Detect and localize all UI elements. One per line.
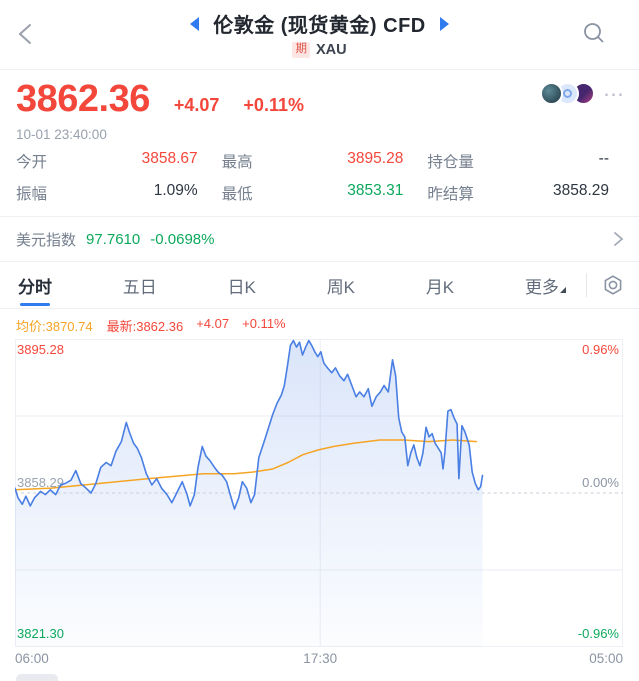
title-block: 伦敦金 (现货黄金) CFD 期 XAU <box>0 9 639 58</box>
chart-xaxis: 06:00 17:30 05:00 <box>15 647 623 671</box>
price-change-pct: +0.11% <box>243 95 304 115</box>
avatar <box>540 82 563 105</box>
tab-5day[interactable]: 五日 <box>122 277 157 297</box>
xaxis-label-end: 05:00 <box>589 651 623 666</box>
tab-weekly[interactable]: 周K <box>326 277 356 297</box>
page-title: 伦敦金 (现货黄金) CFD <box>213 15 426 37</box>
viewer-avatars[interactable] <box>540 82 595 105</box>
stat-prev-settle: 昨结算 3858.29 <box>427 182 609 203</box>
symbol-code: XAU <box>315 42 347 58</box>
yaxis-mid-pct: 0.00% <box>582 475 619 490</box>
divider <box>586 273 587 297</box>
search-icon[interactable] <box>581 20 607 46</box>
yaxis-bottom-price: 3821.30 <box>17 626 64 641</box>
divider <box>0 216 639 217</box>
chart-legend: 均价:3870.74 最新:3862.36 +4.07 +0.11% <box>0 309 639 339</box>
legend-latest: 最新:3862.36 +4.07 +0.11% <box>106 316 286 334</box>
stat-open-interest: 持仓量 -- <box>427 150 609 171</box>
stat-low: 最低 3853.31 <box>221 182 404 203</box>
chart-settings-icon[interactable] <box>601 273 625 297</box>
xaxis-label-mid: 17:30 <box>303 651 338 666</box>
dropdown-corner-icon <box>559 286 566 293</box>
legend-avg: 均价:3870.74 <box>16 319 93 334</box>
bottom-toolbar-pill[interactable] <box>16 674 58 681</box>
stat-high: 最高 3895.28 <box>221 150 404 171</box>
intraday-chart[interactable]: 3858.29 3895.28 0.96% 0.00% 3821.30 -0.9… <box>15 339 623 647</box>
chart-canvas[interactable] <box>15 339 623 647</box>
yaxis-mid-price: 3858.29 <box>17 475 64 490</box>
stats-grid: 今开 3858.67 最高 3895.28 持仓量 -- 振幅 1.09% 最低… <box>0 144 639 216</box>
xaxis-label-start: 06:00 <box>15 651 49 666</box>
futures-badge: 期 <box>292 42 310 58</box>
next-instrument-icon[interactable] <box>439 16 449 31</box>
usd-index-value: 97.7610 <box>86 230 141 248</box>
chevron-right-icon <box>614 232 624 246</box>
quote-timestamp: 10-01 23:40:00 <box>16 127 107 142</box>
tab-monthly[interactable]: 月K <box>425 277 455 297</box>
stat-open: 今开 3858.67 <box>16 150 198 171</box>
usd-index-change: -0.0698% <box>150 230 215 248</box>
yaxis-top-pct: 0.96% <box>582 342 619 357</box>
stat-amplitude: 振幅 1.09% <box>16 182 198 203</box>
chart-tabbar: 分时 五日 日K 周K 月K 更多 <box>0 262 639 309</box>
yaxis-top-price: 3895.28 <box>17 342 64 357</box>
header: 伦敦金 (现货黄金) CFD 期 XAU <box>0 0 639 70</box>
tab-daily[interactable]: 日K <box>227 277 256 297</box>
tab-minute[interactable]: 分时 <box>16 263 54 308</box>
quote-section: 3862.36 +4.07 +0.11% ⋯ 10-01 23:40:00 <box>0 70 639 144</box>
yaxis-bottom-pct: -0.96% <box>577 626 619 641</box>
prev-instrument-icon[interactable] <box>190 16 200 31</box>
back-icon[interactable] <box>14 20 40 48</box>
price-change: +4.07 <box>173 95 220 115</box>
more-menu-icon[interactable]: ⋯ <box>603 83 625 106</box>
usd-index-row[interactable]: 美元指数 97.7610 -0.0698% <box>0 217 639 262</box>
usd-index-label: 美元指数 <box>16 231 77 249</box>
last-price: 3862.36 <box>16 78 150 120</box>
tab-more[interactable]: 更多 <box>523 263 568 308</box>
